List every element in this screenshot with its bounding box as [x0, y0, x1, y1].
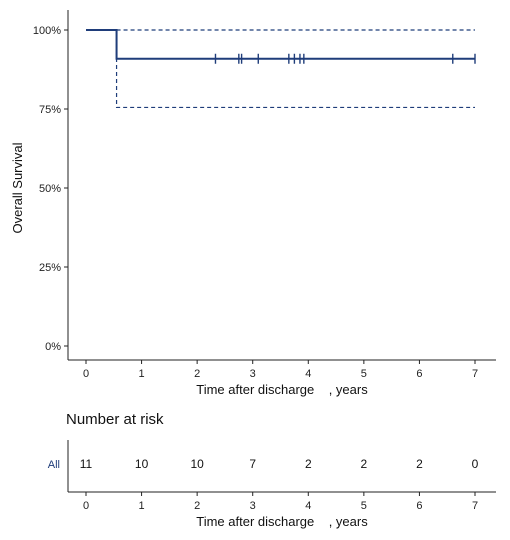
- strata-label-all: All: [48, 459, 60, 471]
- risk-count: 7: [249, 457, 256, 471]
- survival-plot: 0% 25% 50% 75% 100% 0 1 2 3 4 5 6 7 Overall Surviva…: [10, 10, 496, 397]
- x-tick-label: 0: [83, 368, 89, 380]
- survival-series: [86, 29, 475, 109]
- x-tick-label: 6: [416, 368, 422, 380]
- risk-count: 2: [361, 457, 368, 471]
- risk-x-tick-label: 5: [361, 500, 367, 512]
- risk-x-tick-label: 4: [305, 500, 311, 512]
- y-tick-label: 75%: [39, 104, 61, 116]
- risk-values: 11 10 10 7 2 2 2 0: [80, 457, 479, 471]
- risk-count: 11: [80, 457, 93, 471]
- y-tick-label: 0%: [45, 341, 61, 353]
- x-tick-label: 1: [139, 368, 145, 380]
- risk-x-axis-title: Time after discharge , years: [196, 514, 368, 529]
- x-ticks: 0 1 2 3 4 5 6 7: [83, 360, 478, 380]
- y-tick-label: 50%: [39, 183, 61, 195]
- y-axis-title: Overall Survival: [10, 142, 25, 233]
- risk-count: 0: [472, 457, 479, 471]
- x-tick-label: 3: [250, 368, 256, 380]
- risk-count: 10: [190, 457, 204, 471]
- risk-x-tick-label: 6: [416, 500, 422, 512]
- risk-count: 10: [135, 457, 149, 471]
- y-tick-label: 25%: [39, 262, 61, 274]
- risk-x-tick-label: 1: [139, 500, 145, 512]
- x-tick-label: 7: [472, 368, 478, 380]
- risk-x-tick-label: 2: [194, 500, 200, 512]
- x-tick-label: 5: [361, 368, 367, 380]
- lower-ci-line: [115, 30, 475, 109]
- x-tick-label: 4: [305, 368, 311, 380]
- risk-table-title: Number at risk: [66, 411, 164, 428]
- risk-x-tick-label: 3: [250, 500, 256, 512]
- risk-x-tick-label: 7: [472, 500, 478, 512]
- survival-curve: [86, 29, 475, 60]
- risk-count: 2: [416, 457, 423, 471]
- risk-x-ticks: 0 1 2 3 4 5 6 7: [83, 492, 478, 512]
- x-axis-title: Time after discharge , years: [196, 382, 368, 397]
- censor-marks: [214, 53, 476, 64]
- y-ticks: 0% 25% 50% 75% 100%: [33, 25, 68, 353]
- risk-count: 2: [305, 457, 312, 471]
- x-tick-label: 2: [194, 368, 200, 380]
- y-tick-label: 100%: [33, 25, 61, 37]
- risk-x-tick-label: 0: [83, 500, 89, 512]
